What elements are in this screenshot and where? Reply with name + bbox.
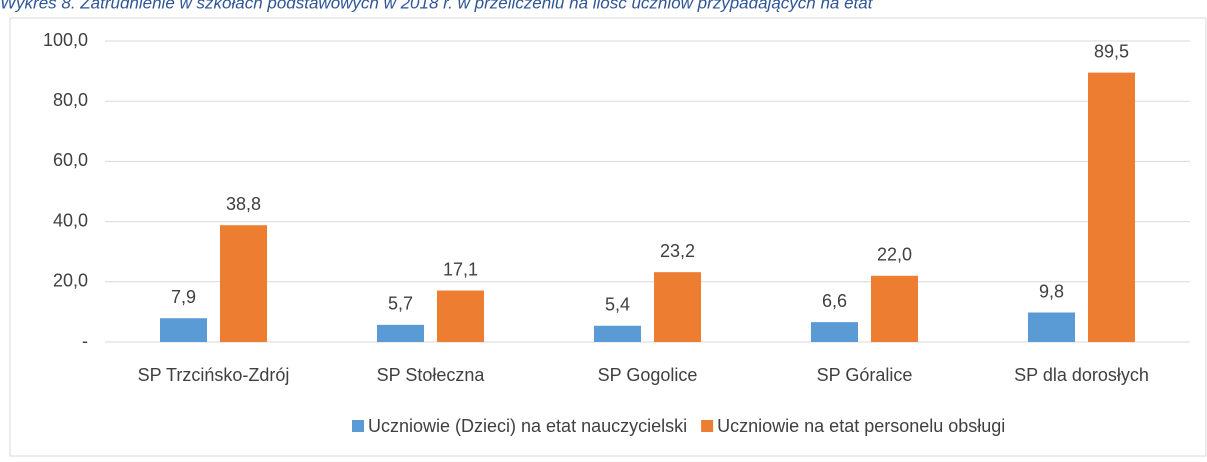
value-label: 23,2	[660, 241, 695, 261]
legend-label: Uczniowie (Dzieci) na etat nauczycielski	[368, 416, 687, 436]
bar	[220, 225, 267, 342]
y-tick-label: -	[82, 331, 88, 351]
y-tick-label: 80,0	[53, 90, 88, 110]
value-label: 6,6	[822, 291, 847, 311]
bar	[1088, 72, 1135, 342]
value-label: 22,0	[877, 245, 912, 265]
value-label: 5,7	[388, 294, 413, 314]
x-tick-label: SP Góralice	[817, 365, 913, 385]
value-label: 17,1	[443, 259, 478, 279]
bar	[811, 322, 858, 342]
x-tick-label: SP Trzcińsko-Zdrój	[138, 365, 290, 385]
legend-swatch	[352, 420, 364, 432]
value-label: 38,8	[226, 194, 261, 214]
y-tick-label: 100,0	[43, 30, 88, 50]
bar	[654, 272, 701, 342]
bar	[160, 318, 207, 342]
bar	[871, 275, 918, 342]
chart-title: Wykres 8. Zatrudnienie w szkołach podsta…	[0, 0, 874, 12]
bar	[1028, 312, 1075, 342]
y-tick-label: 40,0	[53, 210, 88, 230]
value-label: 5,4	[605, 294, 630, 314]
value-label: 89,5	[1094, 41, 1129, 61]
chart-border	[9, 17, 1207, 457]
legend-label: Uczniowie na etat personelu obsługi	[717, 416, 1005, 436]
value-label: 9,8	[1039, 281, 1064, 301]
x-tick-label: SP Stołeczna	[377, 365, 486, 385]
x-tick-label: SP Gogolice	[598, 365, 698, 385]
x-tick-label: SP dla dorosłych	[1014, 365, 1149, 385]
y-tick-label: 60,0	[53, 150, 88, 170]
value-label: 7,9	[171, 287, 196, 307]
bar	[377, 324, 424, 342]
y-tick-label: 20,0	[53, 271, 88, 291]
bar	[594, 325, 641, 342]
bar	[437, 290, 484, 342]
legend-swatch	[701, 420, 714, 432]
